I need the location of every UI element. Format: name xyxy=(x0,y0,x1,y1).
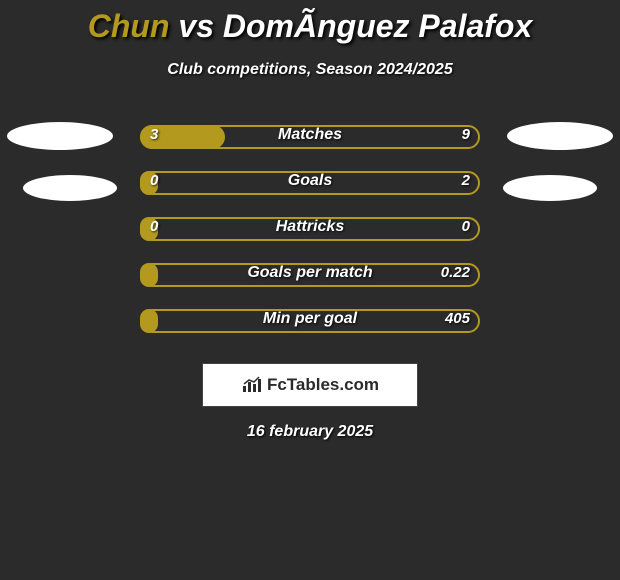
date-label: 16 february 2025 xyxy=(0,423,620,441)
stat-label: Goals per match xyxy=(140,264,480,282)
player-avatar-placeholder xyxy=(503,175,597,201)
player1-name: Chun xyxy=(88,8,170,44)
stat-label: Hattricks xyxy=(140,218,480,236)
comparison-title: Chun vs DomÃ­nguez Palafox xyxy=(0,0,620,45)
player-avatar-placeholder xyxy=(23,175,117,201)
vs-label: vs xyxy=(178,8,214,44)
fctables-logo: FcTables.com xyxy=(202,363,418,407)
stat-label: Matches xyxy=(140,126,480,144)
stat-row: 0.22Goals per match xyxy=(0,257,620,303)
stat-row: 00Hattricks xyxy=(0,211,620,257)
subtitle: Club competitions, Season 2024/2025 xyxy=(0,61,620,79)
stat-label: Min per goal xyxy=(140,310,480,328)
player2-name: DomÃ­nguez Palafox xyxy=(223,8,532,44)
stat-row: 405Min per goal xyxy=(0,303,620,349)
stat-label: Goals xyxy=(140,172,480,190)
logo-text: FcTables.com xyxy=(267,375,379,395)
stats-chart: 39Matches02Goals00Hattricks0.22Goals per… xyxy=(0,119,620,349)
player-avatar-placeholder xyxy=(507,122,613,150)
player-avatar-placeholder xyxy=(7,122,113,150)
bar-chart-icon xyxy=(241,376,263,394)
